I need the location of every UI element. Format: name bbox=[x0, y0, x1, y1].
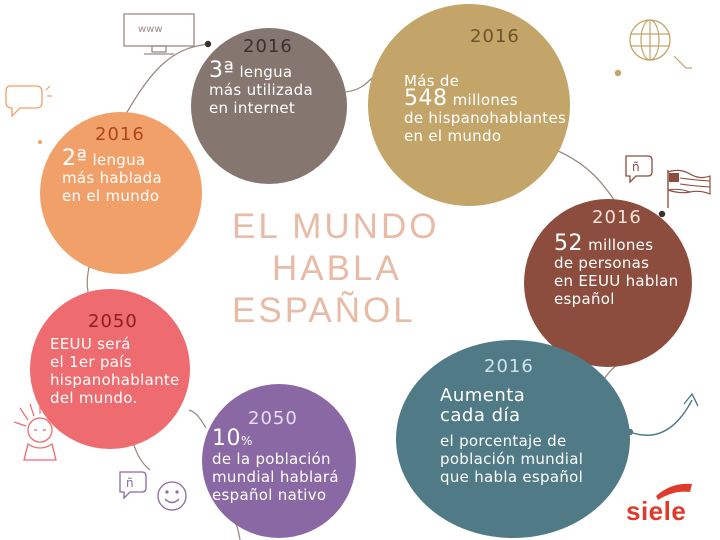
stat-highlight: 52 bbox=[554, 231, 583, 256]
ene-speech-icon-2: ñ bbox=[116, 468, 150, 506]
stat-circle-usa: 2016 52 millones de personas en EEUU hab… bbox=[524, 199, 692, 367]
stat-line: millones bbox=[588, 236, 654, 254]
stat-line: español nativo bbox=[212, 486, 327, 504]
enye-letter: ñ bbox=[126, 476, 134, 490]
smiley-icon bbox=[154, 478, 190, 518]
stat-line: en EEUU hablan bbox=[554, 272, 679, 290]
stat-line: español bbox=[554, 290, 615, 308]
stat-line: lengua bbox=[92, 151, 146, 169]
stat-line: hispanohablante bbox=[50, 371, 180, 389]
stat-text: EEUU será el 1er país hispanohablante de… bbox=[50, 335, 190, 407]
stat-text: Aumenta cada día el porcentaje de poblac… bbox=[440, 385, 640, 487]
logo-mark bbox=[652, 480, 694, 504]
stat-line: lengua bbox=[239, 63, 293, 81]
year-label: 2016 bbox=[95, 124, 145, 145]
title-line: ESPAÑOL bbox=[232, 291, 416, 330]
stat-line: el porcentaje de bbox=[440, 432, 567, 450]
stat-line: más hablada bbox=[62, 169, 162, 187]
year-label: 2016 bbox=[592, 207, 642, 228]
enye-letter: ñ bbox=[632, 160, 640, 174]
stat-circle-spoken: 2016 2ª lengua más hablada en el mundo bbox=[40, 112, 202, 274]
year-label: 2016 bbox=[243, 36, 293, 57]
stat-text: Más de 548 millones de hispanohablantes … bbox=[404, 72, 604, 145]
stat-circle-speakers: 2016 Más de 548 millones de hispanohabla… bbox=[368, 4, 570, 206]
stat-line: más utilizada bbox=[209, 81, 313, 99]
stat-text: 2ª lengua más hablada en el mundo bbox=[62, 148, 202, 206]
stat-line: mundial hablará bbox=[212, 468, 339, 486]
title-line: EL MUNDO bbox=[232, 207, 440, 246]
stat-highlight: 2ª bbox=[62, 146, 88, 171]
www-label: www bbox=[138, 24, 163, 35]
stat-text: 10% de la población mundial hablará espa… bbox=[212, 428, 354, 505]
stat-unit: % bbox=[241, 434, 253, 448]
stat-circle-usa-2050: 2050 EEUU será el 1er país hispanohablan… bbox=[30, 289, 190, 449]
stat-circle-internet: 2016 3ª lengua más utilizada en internet bbox=[191, 28, 347, 184]
stat-circle-native: 2050 10% de la población mundial hablará… bbox=[202, 384, 356, 538]
stat-line: que habla español bbox=[440, 468, 584, 486]
ene-speech-icon: ñ bbox=[622, 152, 656, 190]
stat-line: en el mundo bbox=[404, 127, 502, 145]
computer-icon: www bbox=[122, 12, 196, 62]
stat-line: del mundo. bbox=[50, 389, 138, 407]
globe-icon bbox=[614, 12, 694, 80]
stat-line: de hispanohablantes bbox=[404, 109, 567, 127]
usa-flag-icon bbox=[664, 168, 714, 214]
year-label: 2050 bbox=[88, 311, 138, 332]
stat-highlight: 548 bbox=[404, 86, 448, 111]
stat-headline: cada día bbox=[440, 405, 521, 426]
title-line: HABLA bbox=[272, 249, 402, 288]
main-title: EL MUNDO HABLA ESPAÑOL bbox=[232, 206, 439, 332]
siele-logo: siele bbox=[626, 496, 687, 526]
stat-line: el 1er país bbox=[50, 353, 132, 371]
stat-line: en el mundo bbox=[62, 187, 160, 205]
statue-of-liberty-icon bbox=[8, 400, 72, 466]
year-label: 2050 bbox=[248, 408, 298, 429]
stat-headline: Aumenta bbox=[440, 385, 526, 406]
stat-highlight: 10 bbox=[212, 426, 241, 451]
stat-text: 3ª lengua más utilizada en internet bbox=[209, 60, 339, 118]
year-label: 2016 bbox=[484, 356, 534, 377]
stat-line: EEUU será bbox=[50, 335, 131, 353]
year-label: 2016 bbox=[470, 26, 520, 47]
stat-line: población mundial bbox=[440, 450, 584, 468]
stat-line: millones bbox=[452, 91, 518, 109]
stat-highlight: 3ª bbox=[209, 58, 235, 83]
stat-line: de la población bbox=[212, 450, 331, 468]
stat-circle-growth: 2016 Aumenta cada día el porcentaje de p… bbox=[396, 340, 630, 538]
speech-bubble-icon bbox=[2, 80, 52, 126]
stat-text: 52 millones de personas en EEUU hablan e… bbox=[554, 233, 696, 309]
stat-line: en internet bbox=[209, 99, 296, 117]
stat-prefix: Más de bbox=[404, 72, 460, 90]
stat-line: de personas bbox=[554, 254, 650, 272]
trend-arrow-icon bbox=[628, 390, 712, 454]
